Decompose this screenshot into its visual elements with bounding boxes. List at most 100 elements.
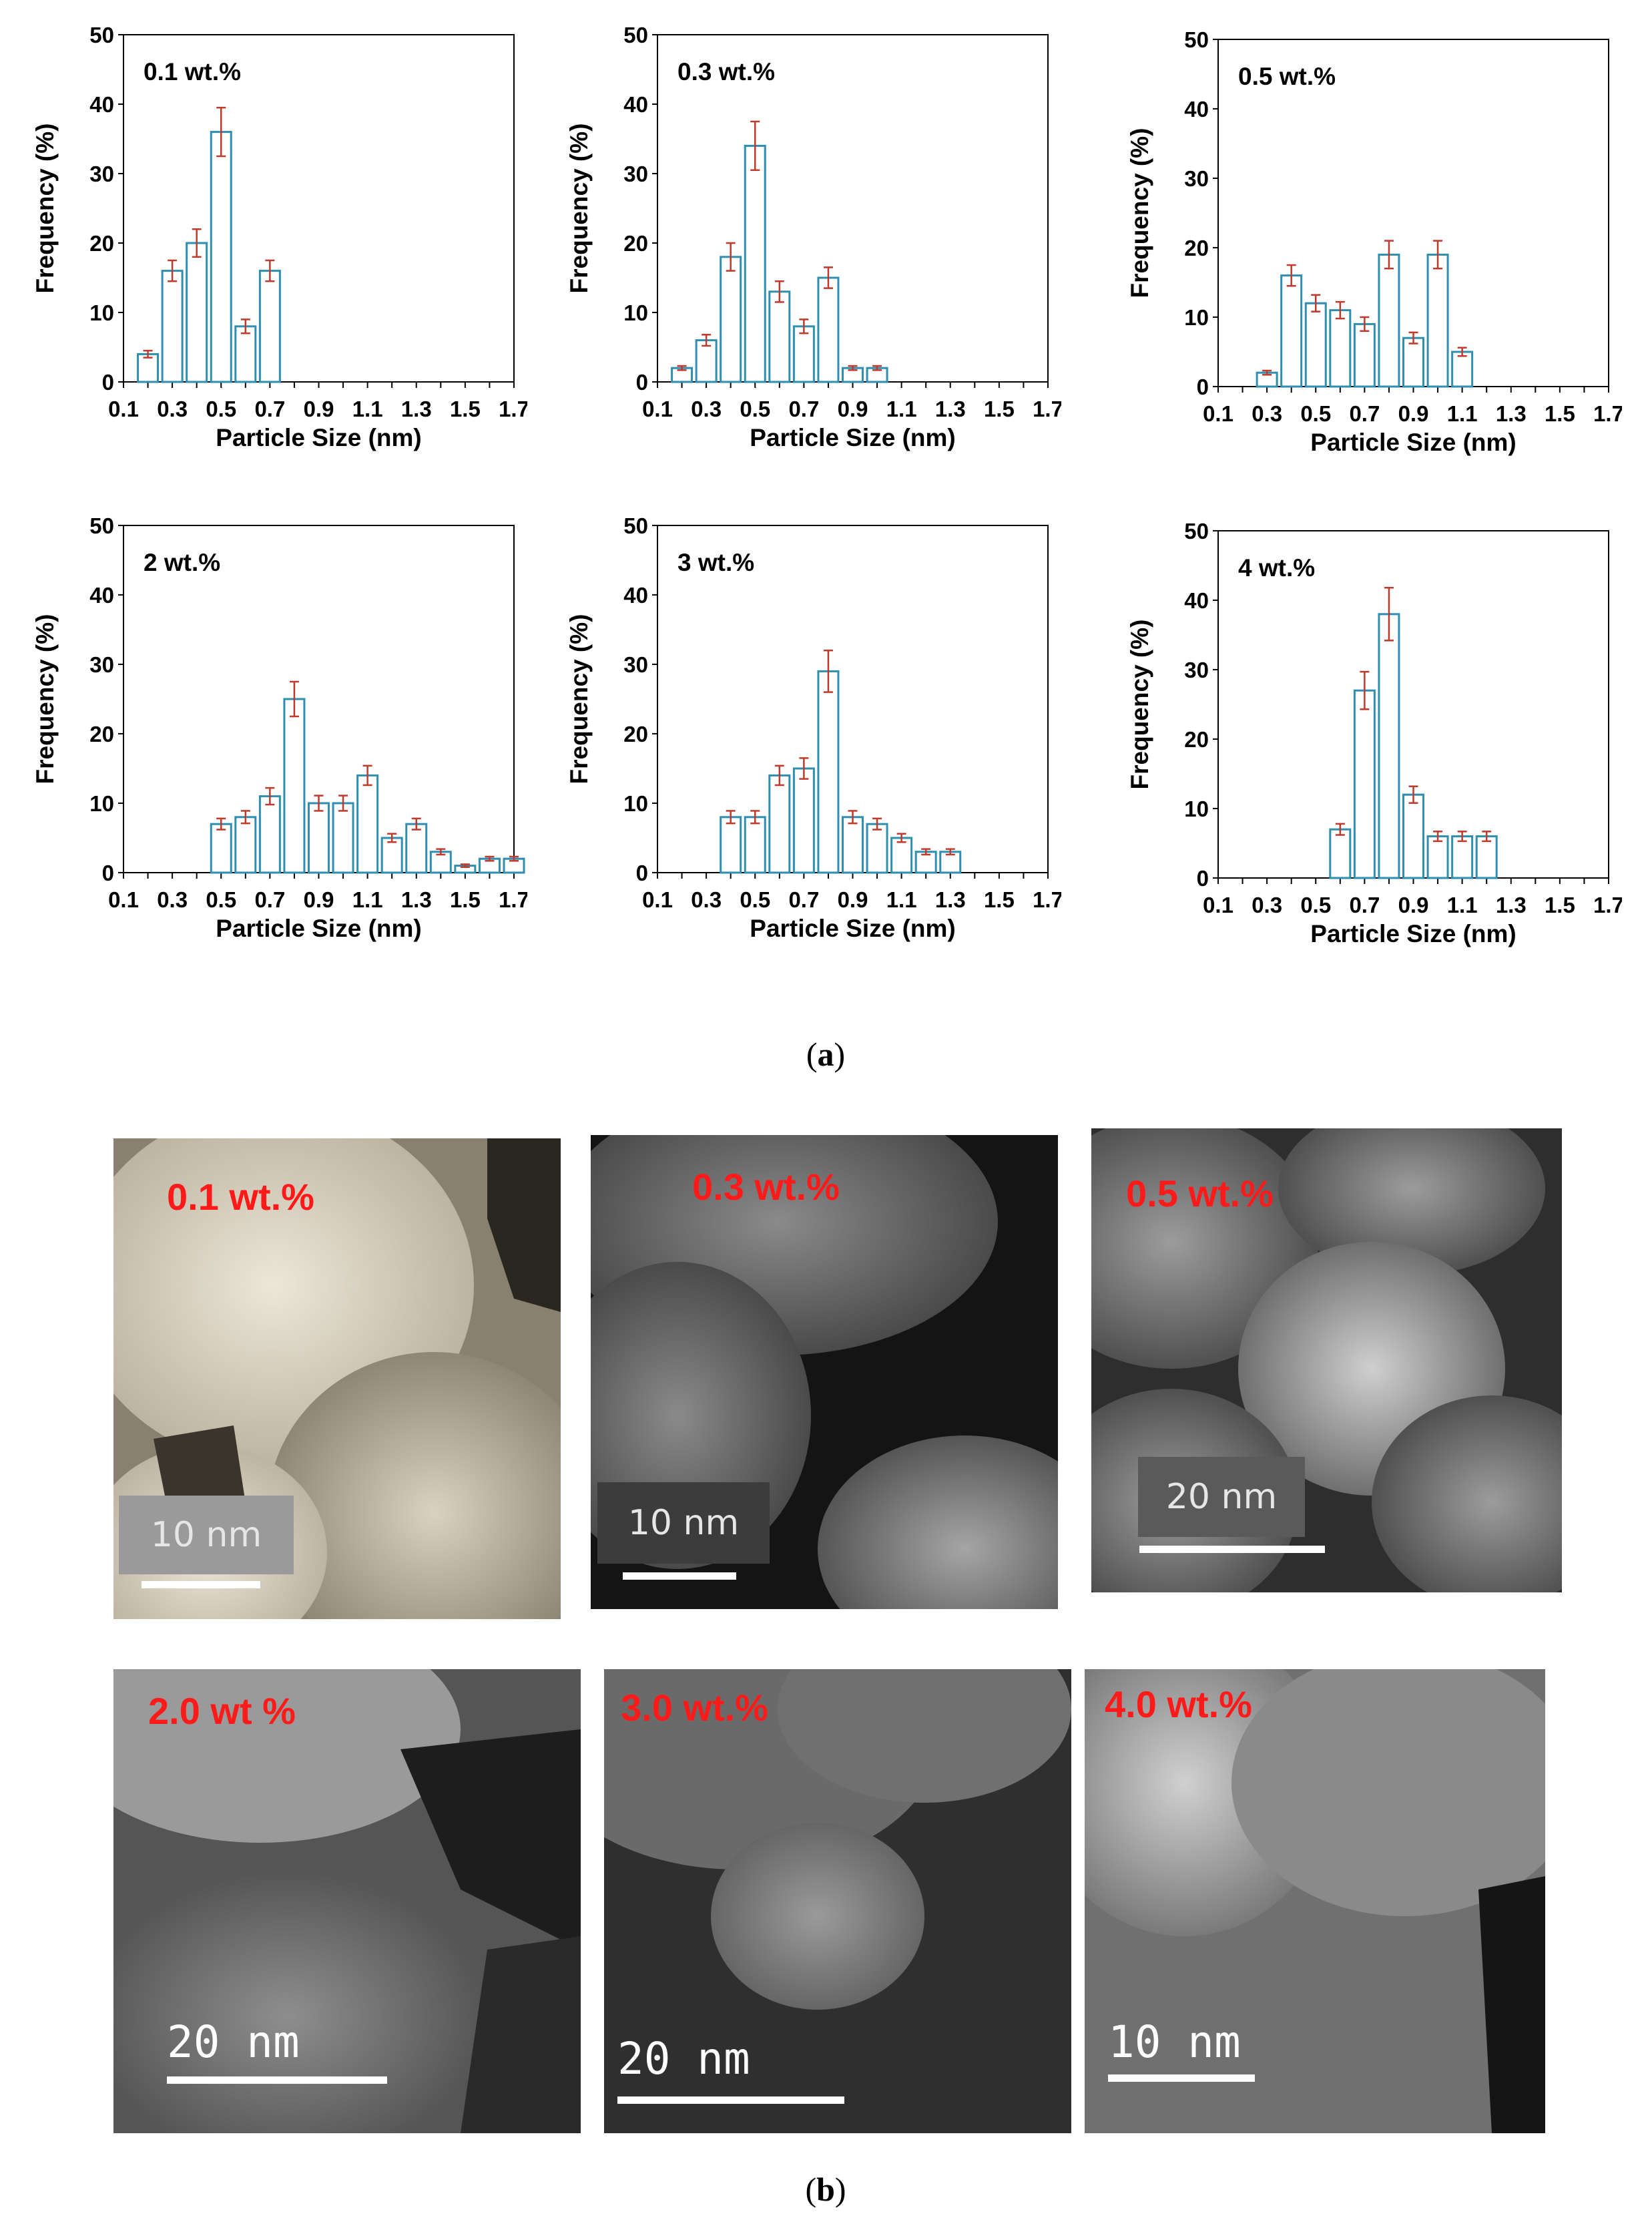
x-tick-label: 1.7	[1033, 397, 1061, 421]
panel-label: 4 wt.%	[1238, 554, 1315, 582]
x-tick-label: 0.3	[1252, 893, 1282, 917]
scale-box: 20 nm	[1138, 1457, 1305, 1537]
x-tick-label: 1.7	[499, 887, 527, 912]
x-tick-label: 1.3	[935, 887, 966, 912]
x-tick-label: 0.9	[1398, 401, 1429, 426]
x-tick-label: 0.1	[1203, 401, 1233, 426]
bar	[356, 774, 379, 874]
bar	[1329, 309, 1352, 388]
histogram-0-5-wt: 0 10 20 30 40 50 0.1 0.3 0.5 0.7 0.9 1.1 1.3 1.5 1.7 0.…	[1126, 27, 1622, 456]
x-tick-label: 1.5	[1545, 893, 1575, 917]
x-tick-label: 0.5	[740, 887, 770, 912]
tem-image-4-0-wt: 10 nm 4.0 wt.%	[1085, 1669, 1545, 2133]
bar	[744, 144, 766, 383]
y-tick-label: 0	[1197, 866, 1209, 891]
x-tick-label: 1.1	[1447, 401, 1478, 426]
x-tick-label: 1.7	[1593, 893, 1622, 917]
tem-image-0-3-wt: 10 nm 0.3 wt.%	[591, 1135, 1058, 1609]
y-tick-label: 20	[1184, 727, 1209, 752]
y-tick-label: 50	[89, 23, 114, 47]
bar	[1329, 828, 1352, 879]
bar	[137, 353, 160, 383]
bar	[1378, 613, 1400, 879]
panel-label: 3 wt.%	[677, 549, 754, 576]
y-tick-label: 40	[1184, 588, 1209, 613]
y-tick-label: 50	[623, 23, 648, 47]
tem-texture	[1085, 1669, 1545, 2133]
y-tick-label: 0	[102, 861, 114, 885]
x-tick-label: 1.1	[352, 887, 383, 912]
scale-label: 10 nm	[627, 1503, 740, 1543]
y-tick-label: 20	[1184, 236, 1209, 260]
caption-b: (b)	[805, 2171, 846, 2208]
y-tick-label: 10	[1184, 797, 1209, 821]
tem-label: 0.3 wt.%	[692, 1166, 840, 1208]
x-tick-label: 1.1	[352, 397, 383, 421]
x-tick-label: 0.7	[254, 887, 285, 912]
x-tick-label: 0.3	[1252, 401, 1282, 426]
x-axis-label: Particle Size (nm)	[216, 424, 421, 451]
bar	[258, 795, 281, 874]
x-tick-label: 0.1	[642, 397, 673, 421]
scale-label: 20 nm	[167, 2016, 300, 2068]
tem-texture	[1091, 1128, 1562, 1592]
x-tick-label: 0.7	[788, 397, 819, 421]
bar	[405, 823, 428, 874]
x-tick-label: 0.9	[304, 887, 334, 912]
y-axis-label: Frequency (%)	[31, 124, 59, 294]
bar	[258, 270, 281, 383]
scale-bar	[623, 1572, 736, 1580]
bar	[866, 823, 888, 874]
y-tick-label: 40	[89, 583, 114, 608]
y-tick-label: 20	[623, 231, 648, 256]
x-axis-label: Particle Size (nm)	[216, 915, 421, 942]
bar	[210, 823, 232, 874]
x-tick-label: 0.5	[206, 397, 236, 421]
bar	[842, 816, 864, 874]
scale-label: 10 nm	[1108, 2016, 1241, 2068]
bar	[1353, 322, 1376, 388]
x-tick-label: 1.5	[1545, 401, 1575, 426]
panel-label: 0.1 wt.%	[144, 58, 241, 85]
x-axis-label: Particle Size (nm)	[1310, 920, 1516, 947]
tem-image-2-0-wt: 20 nm 2.0 wt %	[113, 1669, 581, 2133]
bar	[1378, 253, 1400, 388]
tem-label: 4.0 wt.%	[1105, 1683, 1252, 1725]
x-tick-label: 0.3	[157, 397, 188, 421]
y-tick-label: 30	[1184, 166, 1209, 191]
bar	[744, 816, 766, 874]
bar	[283, 698, 306, 874]
bar	[1304, 302, 1327, 388]
x-tick-label: 0.9	[838, 397, 868, 421]
y-tick-label: 10	[89, 300, 114, 325]
x-axis-label: Particle Size (nm)	[1310, 429, 1516, 456]
x-tick-label: 1.7	[1593, 401, 1622, 426]
x-tick-label: 1.1	[886, 397, 917, 421]
bar	[1451, 351, 1474, 388]
bar	[332, 802, 354, 874]
panel-label: 0.3 wt.%	[677, 58, 775, 85]
x-tick-label: 1.3	[1496, 893, 1527, 917]
x-tick-label: 0.7	[1349, 893, 1380, 917]
bar	[1426, 253, 1449, 388]
y-tick-label: 30	[89, 162, 114, 186]
scale-bar	[617, 2096, 844, 2104]
x-tick-label: 0.9	[838, 887, 868, 912]
tem-texture	[604, 1669, 1071, 2133]
y-tick-label: 50	[623, 513, 648, 538]
bar	[234, 325, 257, 383]
x-tick-label: 0.3	[691, 397, 722, 421]
x-tick-label: 1.3	[935, 397, 966, 421]
y-tick-label: 20	[89, 231, 114, 256]
scale-box: 10 nm	[119, 1496, 294, 1574]
scale-bar	[142, 1581, 260, 1588]
y-axis-label: Frequency (%)	[1126, 128, 1153, 298]
bar	[1475, 835, 1498, 879]
x-tick-label: 1.3	[1496, 401, 1527, 426]
y-tick-label: 10	[623, 791, 648, 816]
tem-image-0-1-wt: 10 nm 0.1 wt.%	[113, 1138, 561, 1619]
histogram-0-3-wt: 0 10 20 30 40 50 0.1 0.3 0.5 0.7 0.9 1.1 1.3 1.5 1.7 0.…	[565, 23, 1061, 451]
tem-texture	[113, 1669, 581, 2133]
bar	[1402, 337, 1424, 388]
x-tick-label: 0.9	[1398, 893, 1429, 917]
